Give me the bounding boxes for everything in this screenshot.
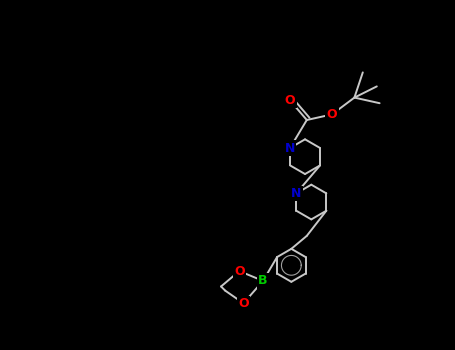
Text: B: B (258, 274, 268, 287)
Text: N: N (285, 141, 295, 154)
Text: N: N (291, 187, 302, 200)
Text: O: O (285, 94, 295, 107)
Text: O: O (238, 297, 249, 310)
Text: O: O (234, 265, 245, 278)
Text: O: O (327, 108, 337, 121)
